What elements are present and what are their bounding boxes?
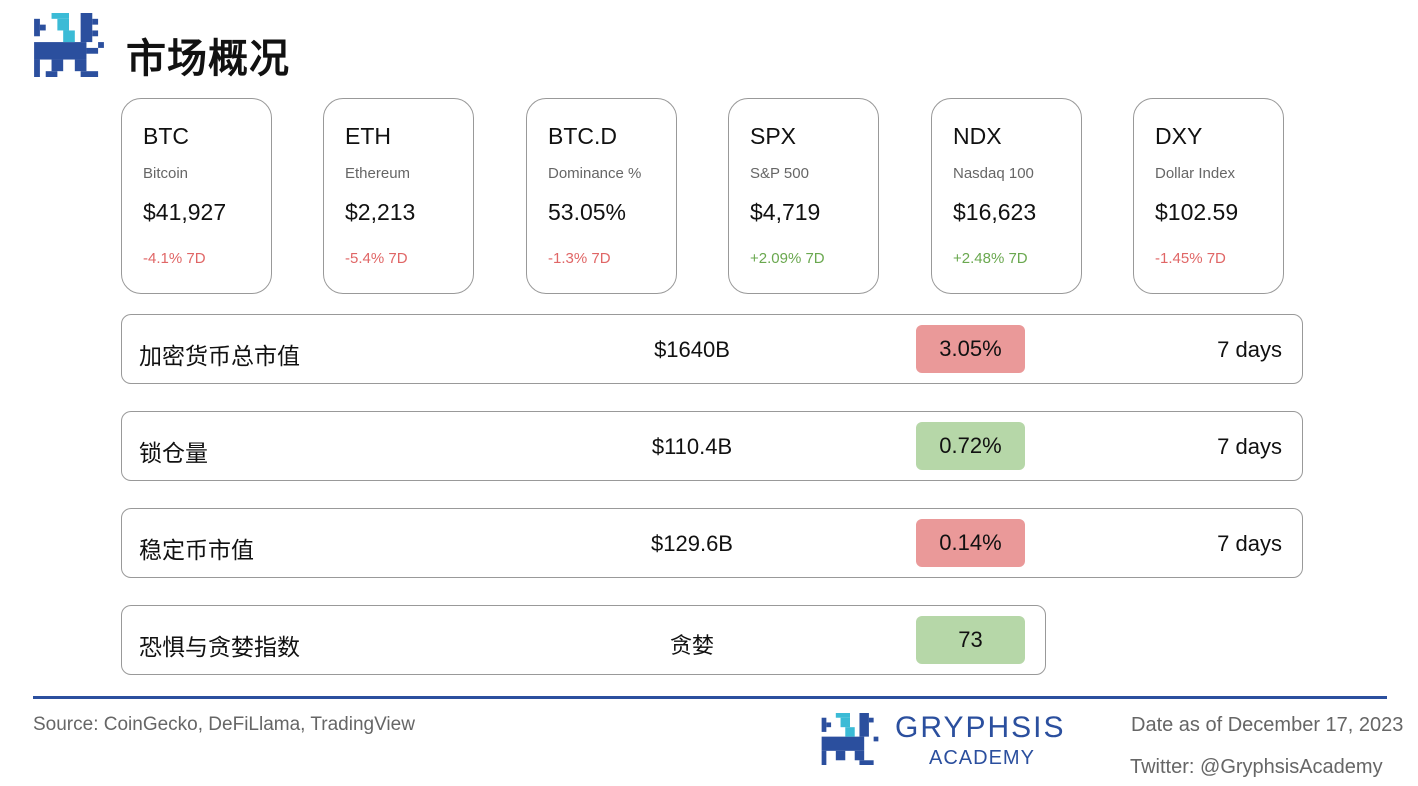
metric-value: $110.4B [651,434,733,459]
ticker-price: $102.59 [1155,199,1239,225]
ticker-price: $41,927 [143,199,227,225]
metric-change-badge: 0.72% [916,422,1025,470]
ticker-card-btc: BTC Bitcoin $41,927 -4.1% 7D [121,98,272,294]
metric-label: 稳定币市值 [139,538,254,564]
ticker-change: +2.48% 7D [953,250,1028,267]
metric-value: $129.6B [651,531,733,556]
ticker-change: -1.45% 7D [1155,250,1226,267]
ticker-name: Bitcoin [143,165,189,182]
ticker-symbol: ETH [345,123,391,149]
source-text: Source: CoinGecko, DeFiLlama, TradingVie… [33,714,415,735]
ticker-name: Ethereum [345,165,411,182]
ticker-name: S&P 500 [750,165,809,182]
metric-row: 恐惧与贪婪指数 贪婪 73 [121,605,1046,675]
ticker-change: -5.4% 7D [345,250,408,267]
ticker-price: $2,213 [345,199,416,225]
metric-label: 加密货币总市值 [139,344,300,370]
ticker-change: -1.3% 7D [548,250,611,267]
ticker-price: 53.05% [548,199,627,225]
ticker-symbol: BTC [143,123,189,149]
twitter-handle: Twitter: @GryphsisAcademy [1130,756,1383,778]
metric-change-badge: 0.14% [916,519,1025,567]
metric-row: 稳定币市值 $129.6B 0.14% 7 days [121,508,1303,578]
metric-row: 加密货币总市值 $1640B 3.05% 7 days [121,314,1303,384]
brand-name: GRYPHSIS [895,711,1066,744]
date-text: Date as of December 17, 2023 [1131,714,1404,736]
ticker-symbol: BTC.D [548,123,617,149]
metric-value: $1640B [654,337,730,362]
metric-period: 7 days [1217,337,1282,362]
ticker-card-spx: SPX S&P 500 $4,719 +2.09% 7D [728,98,879,294]
gryphsis-logo-icon [34,13,104,77]
metric-value: 贪婪 [669,634,714,659]
ticker-card-ndx: NDX Nasdaq 100 $16,623 +2.48% 7D [931,98,1082,294]
ticker-name: Nasdaq 100 [953,165,1034,182]
page-title: 市场概况 [126,36,290,82]
metric-label: 锁仓量 [139,441,208,467]
metric-row: 锁仓量 $110.4B 0.72% 7 days [121,411,1303,481]
ticker-price: $16,623 [953,199,1037,225]
metric-label: 恐惧与贪婪指数 [139,635,300,661]
metric-period: 7 days [1217,434,1282,459]
gryphsis-footer-logo-icon [821,713,879,765]
ticker-name: Dominance % [548,165,642,182]
ticker-price: $4,719 [750,199,821,225]
footer-divider [33,696,1387,699]
ticker-card-btc-d: BTC.D Dominance % 53.05% -1.3% 7D [526,98,677,294]
metric-period: 7 days [1217,531,1282,556]
ticker-card-dxy: DXY Dollar Index $102.59 -1.45% 7D [1133,98,1284,294]
metric-change-badge: 73 [916,616,1025,664]
ticker-symbol: NDX [953,123,1002,149]
ticker-symbol: SPX [750,123,797,149]
ticker-change: -4.1% 7D [143,250,206,267]
metric-change-badge: 3.05% [916,325,1025,373]
ticker-symbol: DXY [1155,123,1203,149]
brand-sub: ACADEMY [929,747,1035,769]
ticker-card-eth: ETH Ethereum $2,213 -5.4% 7D [323,98,474,294]
ticker-name: Dollar Index [1155,165,1236,182]
ticker-change: +2.09% 7D [750,250,825,267]
